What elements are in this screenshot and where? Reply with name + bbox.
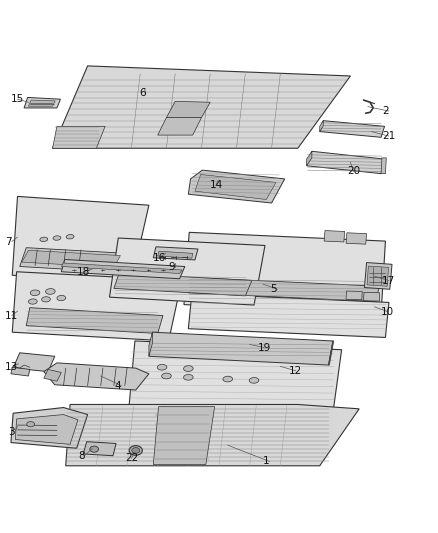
Polygon shape xyxy=(367,266,389,286)
Polygon shape xyxy=(188,170,285,203)
Text: 15: 15 xyxy=(11,94,24,104)
Ellipse shape xyxy=(223,376,233,382)
Polygon shape xyxy=(320,120,385,138)
Polygon shape xyxy=(188,278,379,302)
Polygon shape xyxy=(158,251,193,258)
Text: 8: 8 xyxy=(78,451,85,461)
Polygon shape xyxy=(346,233,367,244)
Polygon shape xyxy=(15,415,78,445)
Ellipse shape xyxy=(184,366,193,372)
Ellipse shape xyxy=(30,290,40,296)
Text: 17: 17 xyxy=(382,276,395,286)
Polygon shape xyxy=(364,263,392,289)
Text: 11: 11 xyxy=(5,311,18,320)
Polygon shape xyxy=(149,332,333,365)
Polygon shape xyxy=(53,66,350,148)
Polygon shape xyxy=(11,408,88,448)
Polygon shape xyxy=(114,273,252,296)
Text: 9: 9 xyxy=(169,262,175,272)
Text: 12: 12 xyxy=(289,366,302,376)
Ellipse shape xyxy=(66,235,74,239)
Polygon shape xyxy=(153,407,215,464)
Ellipse shape xyxy=(53,236,61,240)
Ellipse shape xyxy=(249,377,259,383)
Polygon shape xyxy=(44,369,61,381)
Ellipse shape xyxy=(162,373,171,379)
Text: 21: 21 xyxy=(382,131,395,141)
Polygon shape xyxy=(28,100,55,106)
Text: 19: 19 xyxy=(258,343,271,352)
Text: 7: 7 xyxy=(5,237,12,247)
Text: 22: 22 xyxy=(125,454,138,463)
Polygon shape xyxy=(44,363,149,390)
Text: 6: 6 xyxy=(139,88,146,99)
Polygon shape xyxy=(166,101,210,118)
Polygon shape xyxy=(83,442,116,456)
Text: 16: 16 xyxy=(152,253,166,263)
Ellipse shape xyxy=(42,297,50,302)
Polygon shape xyxy=(61,260,185,279)
Ellipse shape xyxy=(57,295,66,301)
Polygon shape xyxy=(307,151,385,174)
Polygon shape xyxy=(20,248,126,272)
Ellipse shape xyxy=(184,375,193,380)
Polygon shape xyxy=(12,197,149,282)
Text: 18: 18 xyxy=(77,266,90,277)
Ellipse shape xyxy=(90,446,99,452)
Text: 5: 5 xyxy=(271,284,277,294)
Polygon shape xyxy=(61,263,182,273)
Polygon shape xyxy=(364,292,380,301)
Ellipse shape xyxy=(28,299,37,304)
Text: 1: 1 xyxy=(263,456,269,466)
Polygon shape xyxy=(320,120,323,132)
Polygon shape xyxy=(153,247,198,260)
Polygon shape xyxy=(158,118,201,135)
Ellipse shape xyxy=(129,446,142,455)
Polygon shape xyxy=(53,126,105,148)
Text: 10: 10 xyxy=(381,306,394,317)
Text: 20: 20 xyxy=(347,166,360,176)
Polygon shape xyxy=(307,151,312,166)
Polygon shape xyxy=(12,272,182,341)
Polygon shape xyxy=(110,238,265,305)
Polygon shape xyxy=(129,341,342,413)
Polygon shape xyxy=(11,367,30,376)
Ellipse shape xyxy=(40,237,48,241)
Ellipse shape xyxy=(27,422,35,427)
Text: 4: 4 xyxy=(115,381,121,391)
Text: 14: 14 xyxy=(209,181,223,190)
Polygon shape xyxy=(328,341,334,365)
Polygon shape xyxy=(184,232,385,314)
Text: 3: 3 xyxy=(8,427,14,437)
Polygon shape xyxy=(149,332,152,356)
Polygon shape xyxy=(381,158,386,174)
Text: 13: 13 xyxy=(5,362,18,372)
Text: 2: 2 xyxy=(382,106,389,116)
Polygon shape xyxy=(22,251,120,268)
Polygon shape xyxy=(13,353,55,372)
Ellipse shape xyxy=(157,365,167,370)
Polygon shape xyxy=(188,294,389,337)
Polygon shape xyxy=(324,231,345,242)
Polygon shape xyxy=(346,291,362,300)
Polygon shape xyxy=(195,174,276,199)
Polygon shape xyxy=(26,308,163,334)
Polygon shape xyxy=(24,98,60,108)
Ellipse shape xyxy=(132,448,140,453)
Polygon shape xyxy=(66,405,359,466)
Ellipse shape xyxy=(46,288,55,294)
